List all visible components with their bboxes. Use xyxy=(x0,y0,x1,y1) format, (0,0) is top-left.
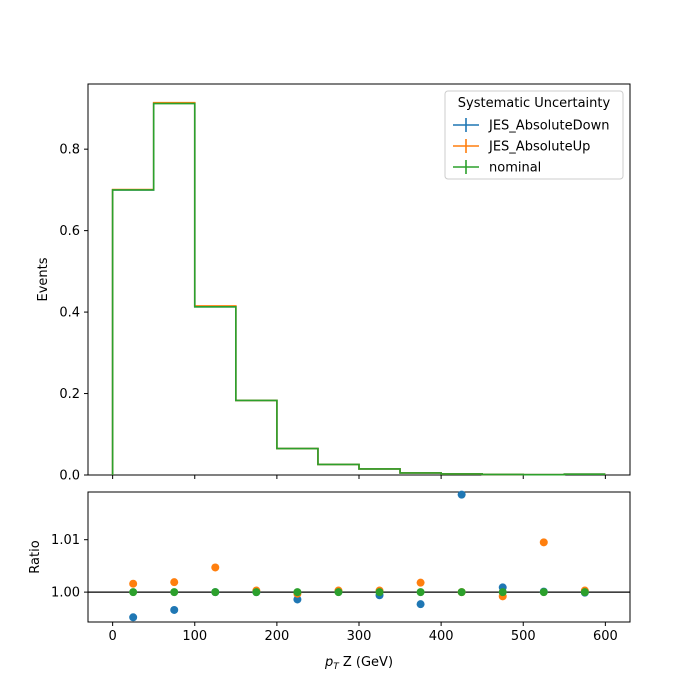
ratio-x-tick-label: 0 xyxy=(108,629,116,644)
ratio-point-nominal xyxy=(539,588,548,597)
main-histogram-panel: 0.0 0.2 0.4 0.6 0.8 Events Systematic Uncertai… xyxy=(36,83,631,484)
ratio-point-jes-absolutedown xyxy=(457,490,466,499)
ratio-x-axis-label: pT Z (GeV) xyxy=(324,655,393,672)
ratio-point-nominal xyxy=(252,588,261,597)
main-y-tick-label: 0.6 xyxy=(59,224,80,239)
ratio-point-nominal xyxy=(170,588,179,597)
ratio-point-nominal xyxy=(293,588,302,597)
x-label-symbol: p xyxy=(324,655,333,670)
ratio-point-nominal xyxy=(129,588,138,597)
ratio-point-jes-absoluteup xyxy=(211,563,220,572)
ratio-point-nominal xyxy=(375,588,384,597)
x-label-subscript: T xyxy=(333,662,340,672)
x-label-unit: Z (GeV) xyxy=(339,655,393,670)
ratio-point-nominal xyxy=(334,588,343,597)
ratio-point-jes-absolutedown xyxy=(129,613,138,622)
legend-title: Systematic Uncertainty xyxy=(458,96,611,111)
ratio-point-jes-absoluteup xyxy=(539,538,548,547)
ratio-axes-frame xyxy=(87,491,631,623)
ratio-point-nominal xyxy=(211,588,220,597)
legend-label: nominal xyxy=(489,161,541,176)
ratio-point-nominal xyxy=(498,588,507,597)
legend-label: JES_AbsoluteUp xyxy=(488,140,590,155)
ratio-point-jes-absoluteup xyxy=(170,578,179,587)
ratio-y-axis-label: Ratio xyxy=(28,540,43,573)
ratio-point-jes-absoluteup xyxy=(416,578,425,587)
ratio-x-tick-label: 500 xyxy=(511,629,536,644)
ratio-point-jes-absolutedown xyxy=(293,595,302,604)
ratio-y-tick-label: 1.00 xyxy=(51,586,80,601)
legend: Systematic Uncertainty JES_AbsoluteDown JE… xyxy=(444,90,624,180)
ratio-x-tick-label: 200 xyxy=(264,629,289,644)
ratio-point-jes-absolutedown xyxy=(416,600,425,609)
main-y-tick-label: 0.4 xyxy=(59,306,80,321)
ratio-point-jes-absolutedown xyxy=(170,605,179,614)
ratio-x-tick-label: 300 xyxy=(347,629,372,644)
ratio-point-nominal xyxy=(416,588,425,597)
ratio-x-tick-label: 600 xyxy=(593,629,618,644)
ratio-panel: 0 100 200 300 400 500 600 1.00 1.01 Ratio pT Z (Ge… xyxy=(28,490,631,672)
ratio-point-nominal xyxy=(457,588,466,597)
main-y-tick-label: 0.2 xyxy=(59,387,80,402)
histogram-line-nominal xyxy=(111,102,606,476)
main-y-axis-label: Events xyxy=(36,257,51,301)
ratio-point-nominal xyxy=(580,588,589,597)
ratio-x-tick-label: 100 xyxy=(182,629,207,644)
ratio-y-tick-label: 1.01 xyxy=(51,533,80,548)
legend-frame xyxy=(444,90,624,180)
ratio-x-tick-label: 400 xyxy=(429,629,454,644)
ratio-point-jes-absoluteup xyxy=(129,579,138,588)
main-y-tick-label: 0.8 xyxy=(59,143,80,158)
main-y-tick-label: 0.0 xyxy=(59,469,80,484)
legend-label: JES_AbsoluteDown xyxy=(488,119,609,134)
